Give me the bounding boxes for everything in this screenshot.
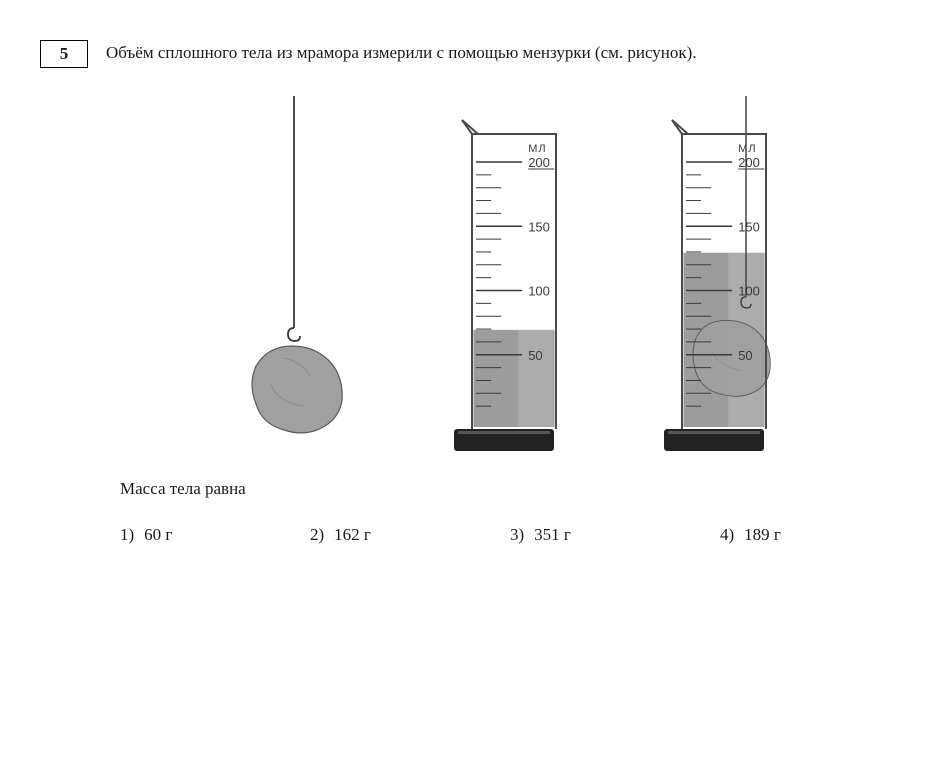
svg-text:150: 150 (738, 219, 760, 234)
svg-text:200: 200 (528, 155, 550, 170)
answer-options: 1) 60 г 2) 162 г 3) 351 г 4) 189 г (120, 525, 897, 545)
svg-text:МЛ: МЛ (528, 143, 546, 155)
option-text: 60 г (144, 525, 172, 545)
answer-option-4[interactable]: 4) 189 г (720, 525, 880, 545)
marble-rock-on-string (214, 96, 374, 451)
svg-text:50: 50 (528, 348, 542, 363)
svg-text:100: 100 (738, 284, 760, 299)
graduated-cylinder-before: 50 100 150 200МЛ (424, 96, 584, 451)
diagram-area: 50100150200МЛ 50100150200МЛ (40, 96, 897, 451)
graduated-cylinder-after: 50 100 150 200МЛ (634, 96, 794, 451)
option-text: 189 г (744, 525, 781, 545)
answer-option-1[interactable]: 1) 60 г (120, 525, 310, 545)
answer-option-3[interactable]: 3) 351 г (510, 525, 720, 545)
option-index: 2) (310, 525, 324, 545)
problem-number: 5 (40, 40, 88, 68)
svg-text:МЛ: МЛ (738, 143, 756, 155)
sub-question: Масса тела равна (120, 479, 897, 499)
problem-text: Объём сплошного тела из мрамора измерили… (106, 40, 897, 66)
option-text: 162 г (334, 525, 371, 545)
answer-option-2[interactable]: 2) 162 г (310, 525, 510, 545)
svg-text:150: 150 (528, 219, 550, 234)
option-text: 351 г (534, 525, 571, 545)
option-index: 3) (510, 525, 524, 545)
problem-header: 5 Объём сплошного тела из мрамора измери… (40, 40, 897, 68)
svg-text:200: 200 (738, 155, 760, 170)
option-index: 1) (120, 525, 134, 545)
svg-text:100: 100 (528, 284, 550, 299)
option-index: 4) (720, 525, 734, 545)
svg-text:50: 50 (738, 348, 752, 363)
